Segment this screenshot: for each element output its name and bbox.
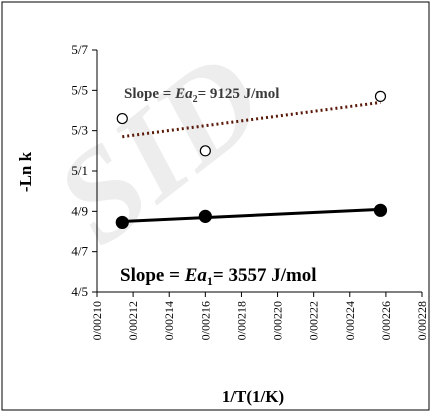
watermark: SID: [30, 25, 289, 272]
x-tick-label: 0/00222: [307, 301, 321, 340]
y-tick-label: 4/7: [71, 244, 88, 259]
x-tick-label: 0/00226: [379, 301, 393, 340]
x-tick-label: 0/00228: [415, 301, 429, 340]
trendline-1: [122, 100, 381, 139]
data-points: [115, 90, 388, 230]
data-point: [198, 209, 212, 223]
y-tick-label: 4/9: [71, 203, 88, 218]
x-tick-label: 0/00218: [234, 301, 248, 340]
data-point: [116, 112, 128, 125]
slope-annotation-ea1: Slope = Ea1= 3557 J/mol: [120, 265, 317, 288]
slope-annotation-ea2: Slope = Ea2= 9125 J/mol: [124, 86, 279, 105]
y-tick-label: 5/5: [71, 82, 88, 97]
trendline-2: [122, 207, 381, 223]
x-tick-label: 0/00216: [198, 301, 212, 340]
data-point: [115, 215, 129, 230]
x-tick-label: 0/00210: [90, 301, 104, 340]
trendlines: [122, 100, 381, 223]
data-point: [373, 203, 388, 217]
data-point: [199, 145, 211, 157]
y-axis-label: -Ln k: [16, 151, 35, 192]
x-tick-label: 0/00220: [271, 301, 285, 340]
y-tick-label: 5/3: [71, 123, 88, 138]
x-tick-label: 0/00224: [343, 301, 357, 340]
x-axis-label: 1/T(1/K): [222, 387, 284, 406]
y-tick-label: 4/5: [71, 284, 88, 299]
data-point: [374, 90, 387, 102]
x-ticks: 0/00210 0/00212 0/00214 0/00216 0/00218 0/002…: [90, 292, 429, 340]
x-tick-label: 0/00212: [126, 301, 140, 340]
y-tick-label: 5/7: [71, 42, 88, 57]
y-ticks: 4/5 4/7 4/9 5/1 5/3 5/5 5/7: [71, 42, 97, 299]
x-tick-label: 0/00214: [162, 301, 176, 340]
y-tick-label: 5/1: [71, 163, 88, 178]
